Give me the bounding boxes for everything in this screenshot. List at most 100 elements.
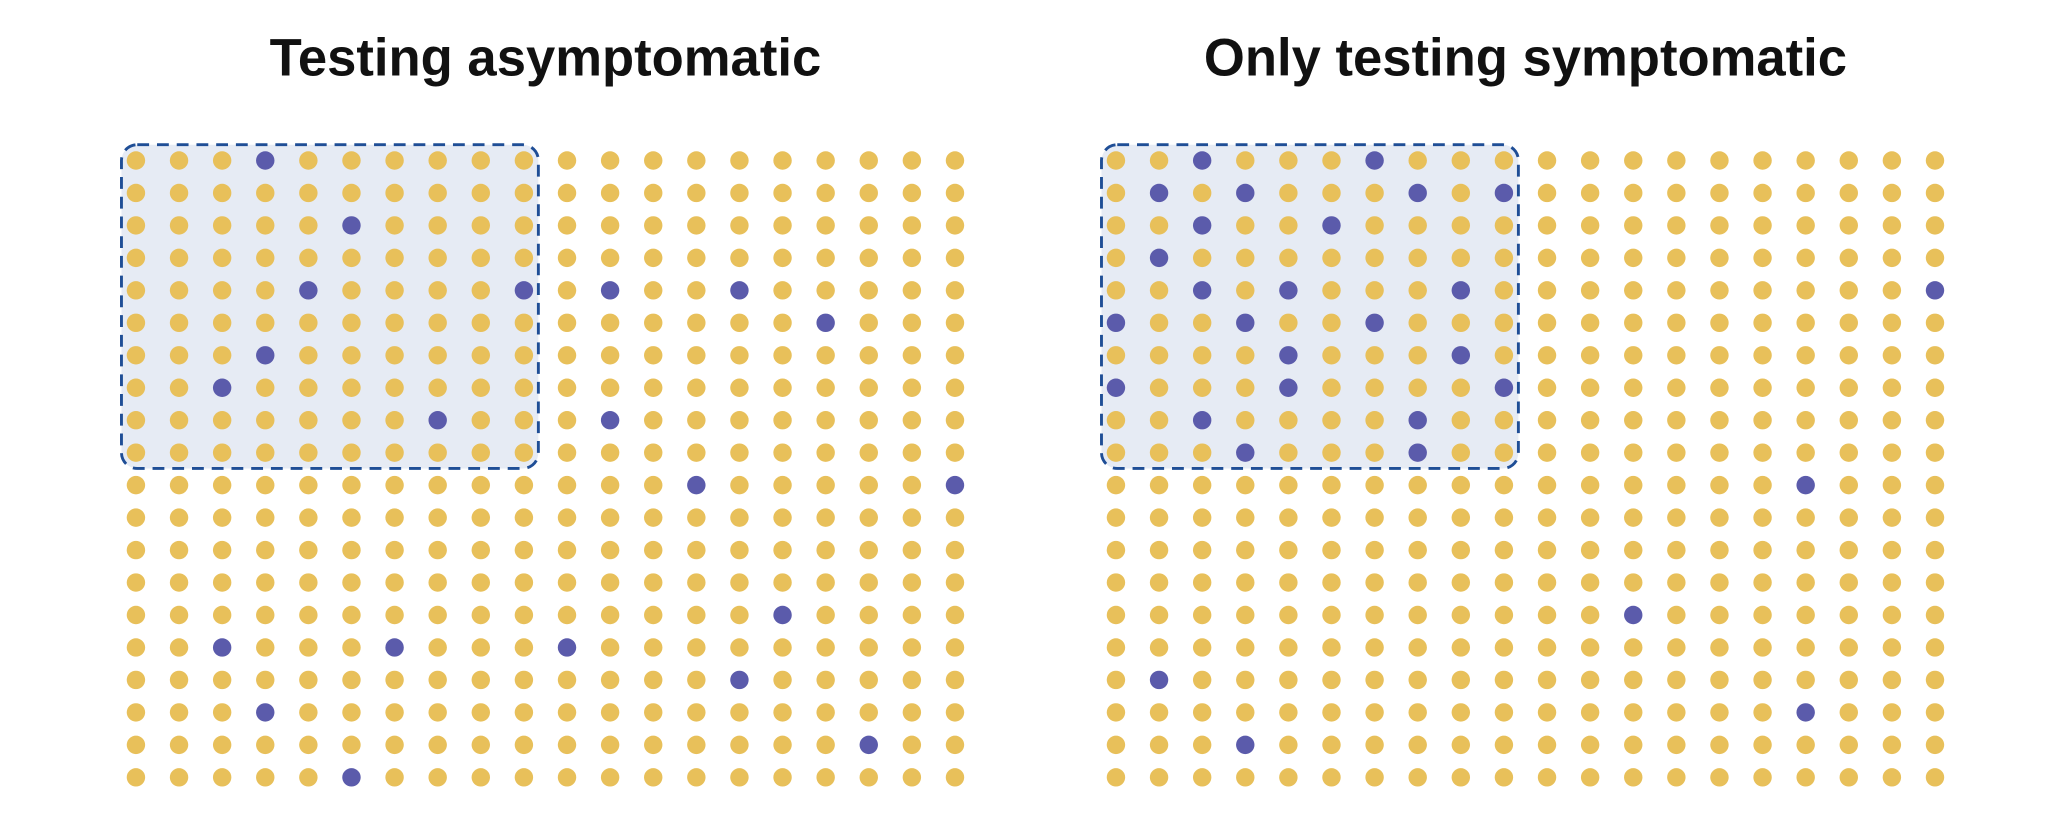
dot [902, 735, 922, 755]
dot [902, 378, 922, 397]
dot [1624, 411, 1643, 430]
dot [1796, 151, 1815, 170]
dot [256, 735, 275, 755]
dot [342, 183, 361, 203]
dot [1451, 411, 1471, 430]
dot [1925, 411, 1945, 430]
positive-dot [816, 313, 835, 333]
dot [1882, 411, 1902, 430]
dot [1322, 508, 1341, 527]
dot [600, 216, 620, 235]
dot [1667, 475, 1686, 495]
dot [514, 183, 534, 203]
dot [256, 540, 275, 560]
dot [1149, 475, 1169, 495]
dot [299, 411, 318, 430]
dot [256, 508, 275, 527]
dot [1408, 281, 1427, 300]
dot [1925, 183, 1945, 203]
positive-dot [1236, 735, 1255, 755]
dot [1322, 540, 1341, 560]
dot [557, 703, 577, 722]
dot [644, 151, 663, 170]
dot [730, 313, 749, 333]
dot [1451, 183, 1471, 203]
positive-dot [256, 346, 275, 365]
dot [342, 346, 361, 365]
dot [1322, 378, 1341, 397]
dot [1451, 638, 1471, 657]
dot [1925, 248, 1945, 268]
dot [816, 378, 835, 397]
dot [773, 540, 792, 560]
positive-dot [1192, 281, 1212, 300]
dot [212, 248, 232, 268]
dot [1537, 768, 1557, 787]
dot [1236, 638, 1255, 657]
dot [1451, 151, 1471, 170]
dot [859, 573, 878, 592]
dot [1537, 508, 1557, 527]
dot [1667, 735, 1686, 755]
dot [1236, 540, 1255, 560]
dot [644, 248, 663, 268]
dot [385, 703, 404, 722]
dot [945, 670, 965, 690]
dot [514, 573, 534, 592]
dot [730, 638, 749, 657]
dot [1408, 670, 1427, 690]
dot [1580, 248, 1600, 268]
dot [1580, 605, 1600, 625]
dot [1882, 443, 1902, 462]
dot [644, 183, 663, 203]
dot [859, 378, 878, 397]
dot [1365, 183, 1384, 203]
dot [212, 151, 232, 170]
dot [1839, 605, 1858, 625]
dot [859, 768, 878, 787]
dot [730, 735, 749, 755]
dot [471, 151, 491, 170]
dot [1882, 248, 1902, 268]
dot [428, 768, 447, 787]
dot [1882, 475, 1902, 495]
dot [1580, 540, 1600, 560]
dot [600, 443, 620, 462]
dot [1106, 508, 1126, 527]
dot [945, 411, 965, 430]
dot [730, 605, 749, 625]
dot [945, 638, 965, 657]
dot [1192, 248, 1212, 268]
dot [1106, 151, 1126, 170]
dot [687, 248, 706, 268]
dot [1753, 735, 1772, 755]
dot [299, 735, 318, 755]
dot [902, 508, 922, 527]
dot [687, 411, 706, 430]
dot [342, 670, 361, 690]
dot [1796, 605, 1815, 625]
dot [299, 151, 318, 170]
dot [126, 313, 146, 333]
dot [1580, 768, 1600, 787]
dot [902, 313, 922, 333]
dot [1710, 346, 1729, 365]
dot [1451, 605, 1471, 625]
dot [1710, 703, 1729, 722]
dot [385, 540, 404, 560]
dot [126, 248, 146, 268]
dot [169, 378, 189, 397]
dot [1192, 346, 1212, 365]
dot [1882, 216, 1902, 235]
dot [644, 670, 663, 690]
dot [1624, 313, 1643, 333]
dot [1667, 540, 1686, 560]
dot [212, 346, 232, 365]
dot [557, 313, 577, 333]
dot [945, 605, 965, 625]
dot [859, 183, 878, 203]
dot [1537, 443, 1557, 462]
dot [471, 475, 491, 495]
positive-dot [1494, 183, 1514, 203]
dot [773, 151, 792, 170]
